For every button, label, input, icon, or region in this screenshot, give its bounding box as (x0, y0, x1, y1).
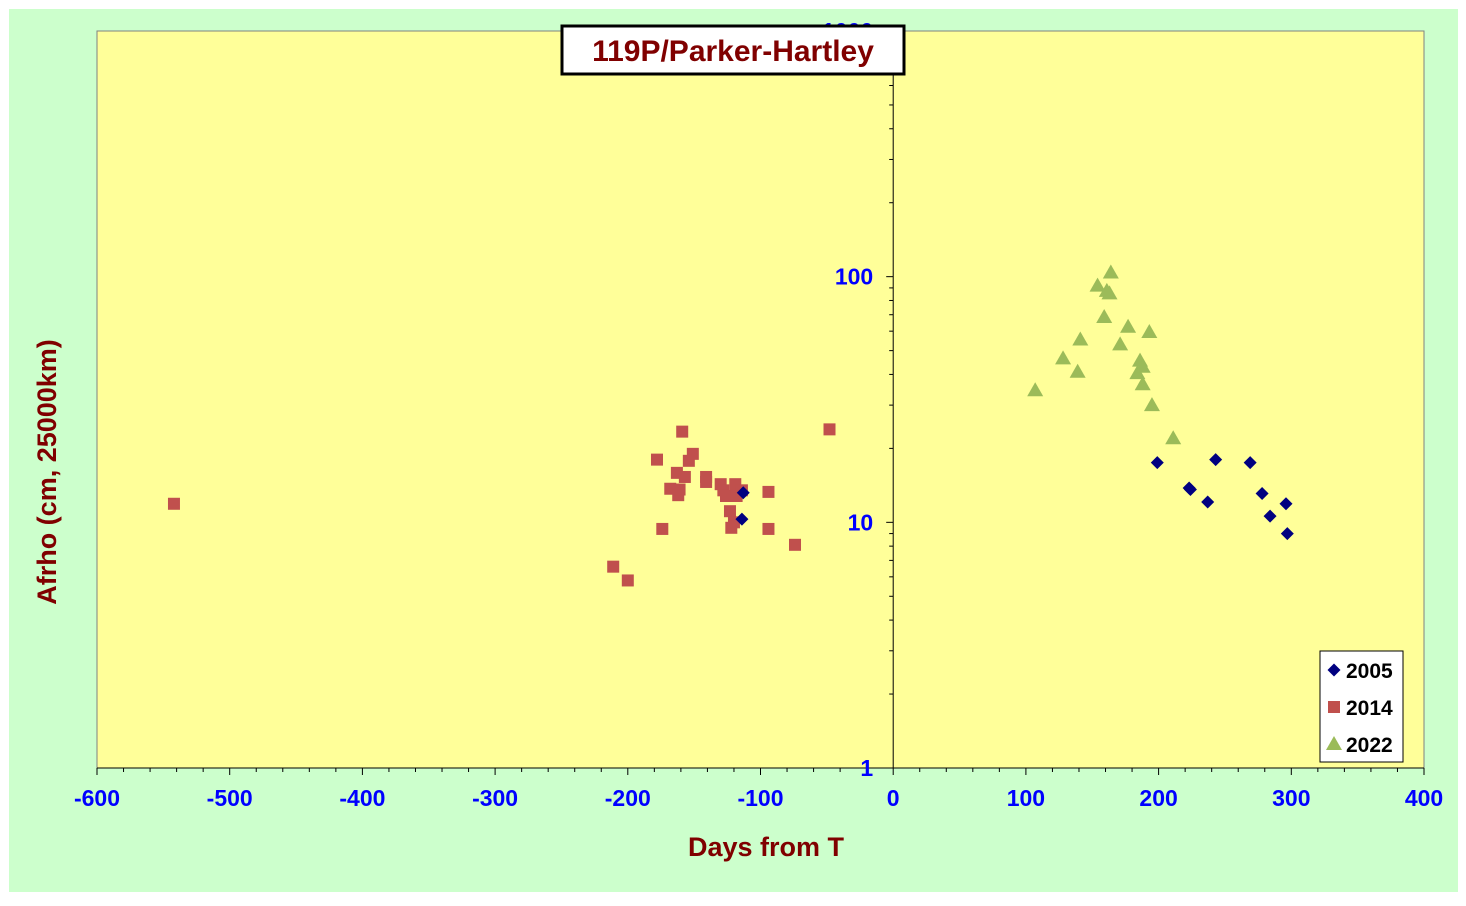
x-tick-label: 0 (887, 785, 900, 811)
data-point-2022 (1101, 285, 1118, 300)
y-axis-title: Afrho (cm, 25000km) (32, 339, 62, 605)
data-point-2014 (678, 470, 691, 483)
data-point-2022 (1072, 331, 1089, 346)
data-point-2014 (676, 425, 689, 438)
chart-title-box: 119P/Parker-Hartley (560, 24, 906, 76)
legend-label-2014: 2014 (1346, 697, 1393, 720)
series-2022 (1027, 264, 1182, 445)
data-point-2014 (167, 497, 180, 510)
data-point-2022 (1027, 382, 1044, 397)
data-point-2014 (656, 522, 669, 535)
data-point-2005 (1201, 495, 1215, 509)
x-tick-label: -300 (472, 785, 518, 811)
data-point-2022 (1112, 336, 1129, 351)
x-tick-label: 400 (1405, 785, 1443, 811)
data-point-2014 (621, 574, 634, 587)
x-axis-tick-labels: -600 -500 -400 -300 -200 -100 0 100 200 300 400 (74, 785, 1443, 811)
data-point-2022 (1134, 376, 1151, 391)
data-point-2022 (1165, 430, 1182, 445)
plot-area-background (96, 30, 1425, 769)
data-point-2014 (823, 423, 836, 436)
data-point-2022 (1055, 350, 1072, 365)
data-point-2014 (673, 483, 686, 496)
data-point-2014 (762, 522, 775, 535)
x-tick-label: -200 (605, 785, 651, 811)
data-point-2014 (607, 560, 620, 573)
series-2005 (735, 453, 1294, 541)
x-tick-label: -600 (74, 785, 120, 811)
data-point-2005 (735, 512, 749, 526)
legend-marker-2014 (1328, 701, 1340, 713)
data-point-2005 (736, 486, 750, 500)
x-tick-label: -100 (737, 785, 783, 811)
data-point-2005 (1183, 483, 1197, 497)
data-point-2022 (1089, 277, 1106, 292)
data-point-2014 (719, 489, 732, 502)
data-point-2022 (1143, 397, 1160, 412)
data-point-2005 (1280, 527, 1294, 541)
data-point-2022 (1134, 358, 1151, 373)
data-point-2022 (1141, 324, 1158, 339)
y-tick-label: 100 (835, 264, 873, 290)
y-tick-label: 1 (860, 755, 873, 781)
x-tick-label: 100 (1007, 785, 1045, 811)
data-point-2014 (789, 538, 802, 551)
legend: 2005 2014 2022 (1319, 650, 1404, 763)
x-tick-label: -400 (339, 785, 385, 811)
data-point-2022 (1069, 363, 1086, 378)
data-point-2014 (723, 505, 736, 518)
y-tick-label: 10 (848, 509, 874, 535)
legend-marker-2005 (1327, 663, 1341, 677)
data-point-2014 (700, 475, 713, 488)
x-tick-label: 200 (1139, 785, 1177, 811)
chart-title: 119P/Parker-Hartley (592, 35, 874, 68)
legend-marker-2022 (1326, 736, 1342, 750)
series-2014 (167, 423, 836, 587)
data-points (167, 264, 1294, 587)
data-point-2005 (1263, 509, 1277, 523)
data-point-2005 (1209, 453, 1223, 467)
data-point-2022 (1096, 309, 1113, 324)
legend-label-2022: 2022 (1346, 734, 1393, 757)
data-point-2022 (1102, 264, 1119, 279)
data-point-2005 (1243, 456, 1257, 470)
x-tick-label: -500 (207, 785, 253, 811)
data-point-2014 (686, 447, 699, 460)
data-point-2014 (762, 485, 775, 498)
data-point-2005 (1150, 456, 1164, 470)
x-tick-label: 300 (1272, 785, 1310, 811)
data-point-2014 (650, 453, 663, 466)
data-point-2005 (1279, 497, 1293, 511)
x-axis-title: Days from T (688, 832, 845, 862)
legend-label-2005: 2005 (1346, 660, 1393, 683)
data-point-2022 (1120, 318, 1137, 333)
data-point-2005 (1255, 487, 1269, 501)
chart-title-frame (560, 24, 906, 76)
axes (96, 30, 1425, 775)
